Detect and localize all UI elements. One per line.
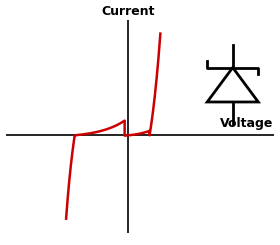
Text: Current: Current (102, 5, 155, 18)
Text: Voltage: Voltage (220, 117, 273, 130)
